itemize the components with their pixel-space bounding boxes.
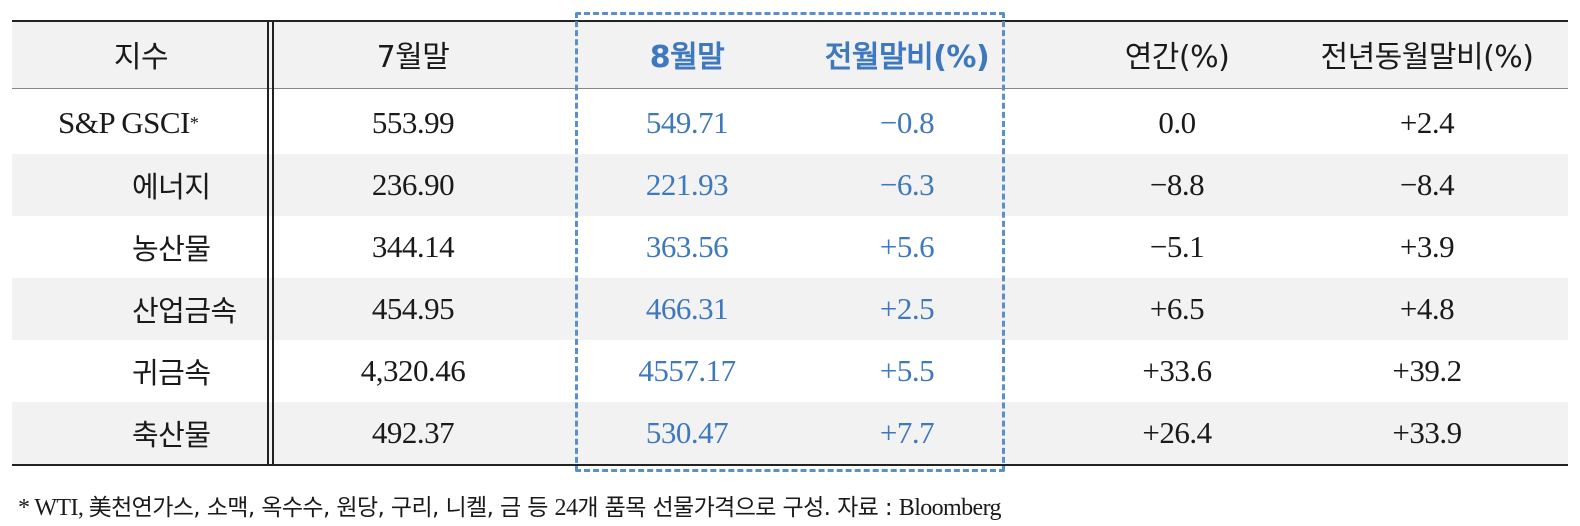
table-row: 산업금속 454.95 466.31 +2.5 +6.5 +4.8	[12, 278, 1568, 340]
cell-yoy: +3.9	[1399, 229, 1455, 264]
cell-ytd: 0.0	[1158, 105, 1196, 140]
table-row: S&P GSCI * 553.99 549.71 −0.8 0.0 +2.4	[12, 92, 1568, 154]
row-name: 에너지	[132, 170, 211, 204]
table-row: 에너지 236.90 221.93 −6.3 −8.8 −8.4	[12, 154, 1568, 216]
cell-yoy: +39.2	[1392, 353, 1462, 388]
row-name: S&P GSCI *	[58, 105, 199, 140]
cell-july: 553.99	[371, 105, 455, 140]
cell-ytd: +6.5	[1149, 291, 1205, 326]
cell-july: 454.95	[371, 291, 455, 326]
header-yoy: 전년동월말비(%)	[1320, 40, 1534, 75]
header-mom: 전월말비(%)	[824, 40, 990, 75]
cell-july: 236.90	[371, 167, 455, 202]
cell-mom: −6.3	[879, 167, 935, 202]
table-row: 귀금속 4,320.46 4557.17 +5.5 +33.6 +39.2	[12, 340, 1568, 402]
cell-mom: +2.5	[879, 291, 935, 326]
header-july: 7월말	[376, 40, 450, 75]
cell-ytd: −8.8	[1149, 167, 1205, 202]
cell-yoy: +2.4	[1399, 105, 1455, 140]
cell-august: 221.93	[645, 167, 729, 202]
row-name: 산업금속	[132, 294, 237, 328]
cell-august: 4557.17	[638, 353, 736, 388]
cell-august: 363.56	[645, 229, 729, 264]
header-rule	[12, 88, 1568, 89]
cell-mom: −0.8	[879, 105, 935, 140]
row-name: 축산물	[132, 418, 211, 452]
table-bottom-rule	[12, 464, 1568, 466]
cell-mom: +5.6	[879, 229, 935, 264]
header-august: 8월말	[649, 40, 725, 75]
table-row: 농산물 344.14 363.56 +5.6 −5.1 +3.9	[12, 216, 1568, 278]
cell-ytd: −5.1	[1149, 229, 1205, 264]
highlight-box	[575, 12, 1005, 472]
cell-mom: +7.7	[879, 415, 935, 450]
column-divider	[272, 20, 274, 466]
table-top-rule	[12, 20, 1568, 22]
cell-august: 530.47	[645, 415, 729, 450]
table-header-row: 지수 7월말 8월말 전월말비(%) 연간(%) 전년동월말비(%)	[12, 20, 1568, 88]
cell-mom: +5.5	[879, 353, 935, 388]
row-name: 농산물	[132, 232, 211, 266]
cell-august: 549.71	[645, 105, 729, 140]
cell-august: 466.31	[645, 291, 729, 326]
header-index: 지수	[113, 40, 169, 75]
cell-yoy: +4.8	[1399, 291, 1455, 326]
footnote-marker: *	[189, 112, 199, 133]
cell-july: 344.14	[371, 229, 455, 264]
cell-yoy: +33.9	[1392, 415, 1462, 450]
cell-ytd: +33.6	[1142, 353, 1212, 388]
footnote: * WTI, 美천연가스, 소맥, 옥수수, 원당, 구리, 니켈, 금 등 2…	[18, 495, 1002, 521]
cell-ytd: +26.4	[1142, 415, 1212, 450]
table-row: 축산물 492.37 530.47 +7.7 +26.4 +33.9	[12, 402, 1568, 464]
column-divider	[267, 20, 269, 466]
header-ytd: 연간(%)	[1124, 40, 1230, 75]
cell-yoy: −8.4	[1399, 167, 1455, 202]
row-name: 귀금속	[132, 356, 211, 390]
cell-july: 4,320.46	[360, 353, 466, 388]
cell-july: 492.37	[371, 415, 455, 450]
